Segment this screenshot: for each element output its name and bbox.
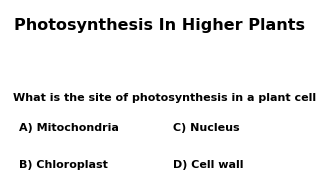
Text: What is the site of photosynthesis in a plant cell ?: What is the site of photosynthesis in a …: [13, 93, 320, 103]
Text: Biology Mcqs: Biology Mcqs: [110, 58, 210, 72]
Text: Photosynthesis In Higher Plants: Photosynthesis In Higher Plants: [14, 17, 306, 33]
Text: A) Mitochondria: A) Mitochondria: [19, 123, 119, 133]
Text: D) Cell wall: D) Cell wall: [173, 160, 243, 170]
Text: B) Chloroplast: B) Chloroplast: [19, 160, 108, 170]
Text: C) Nucleus: C) Nucleus: [173, 123, 239, 133]
